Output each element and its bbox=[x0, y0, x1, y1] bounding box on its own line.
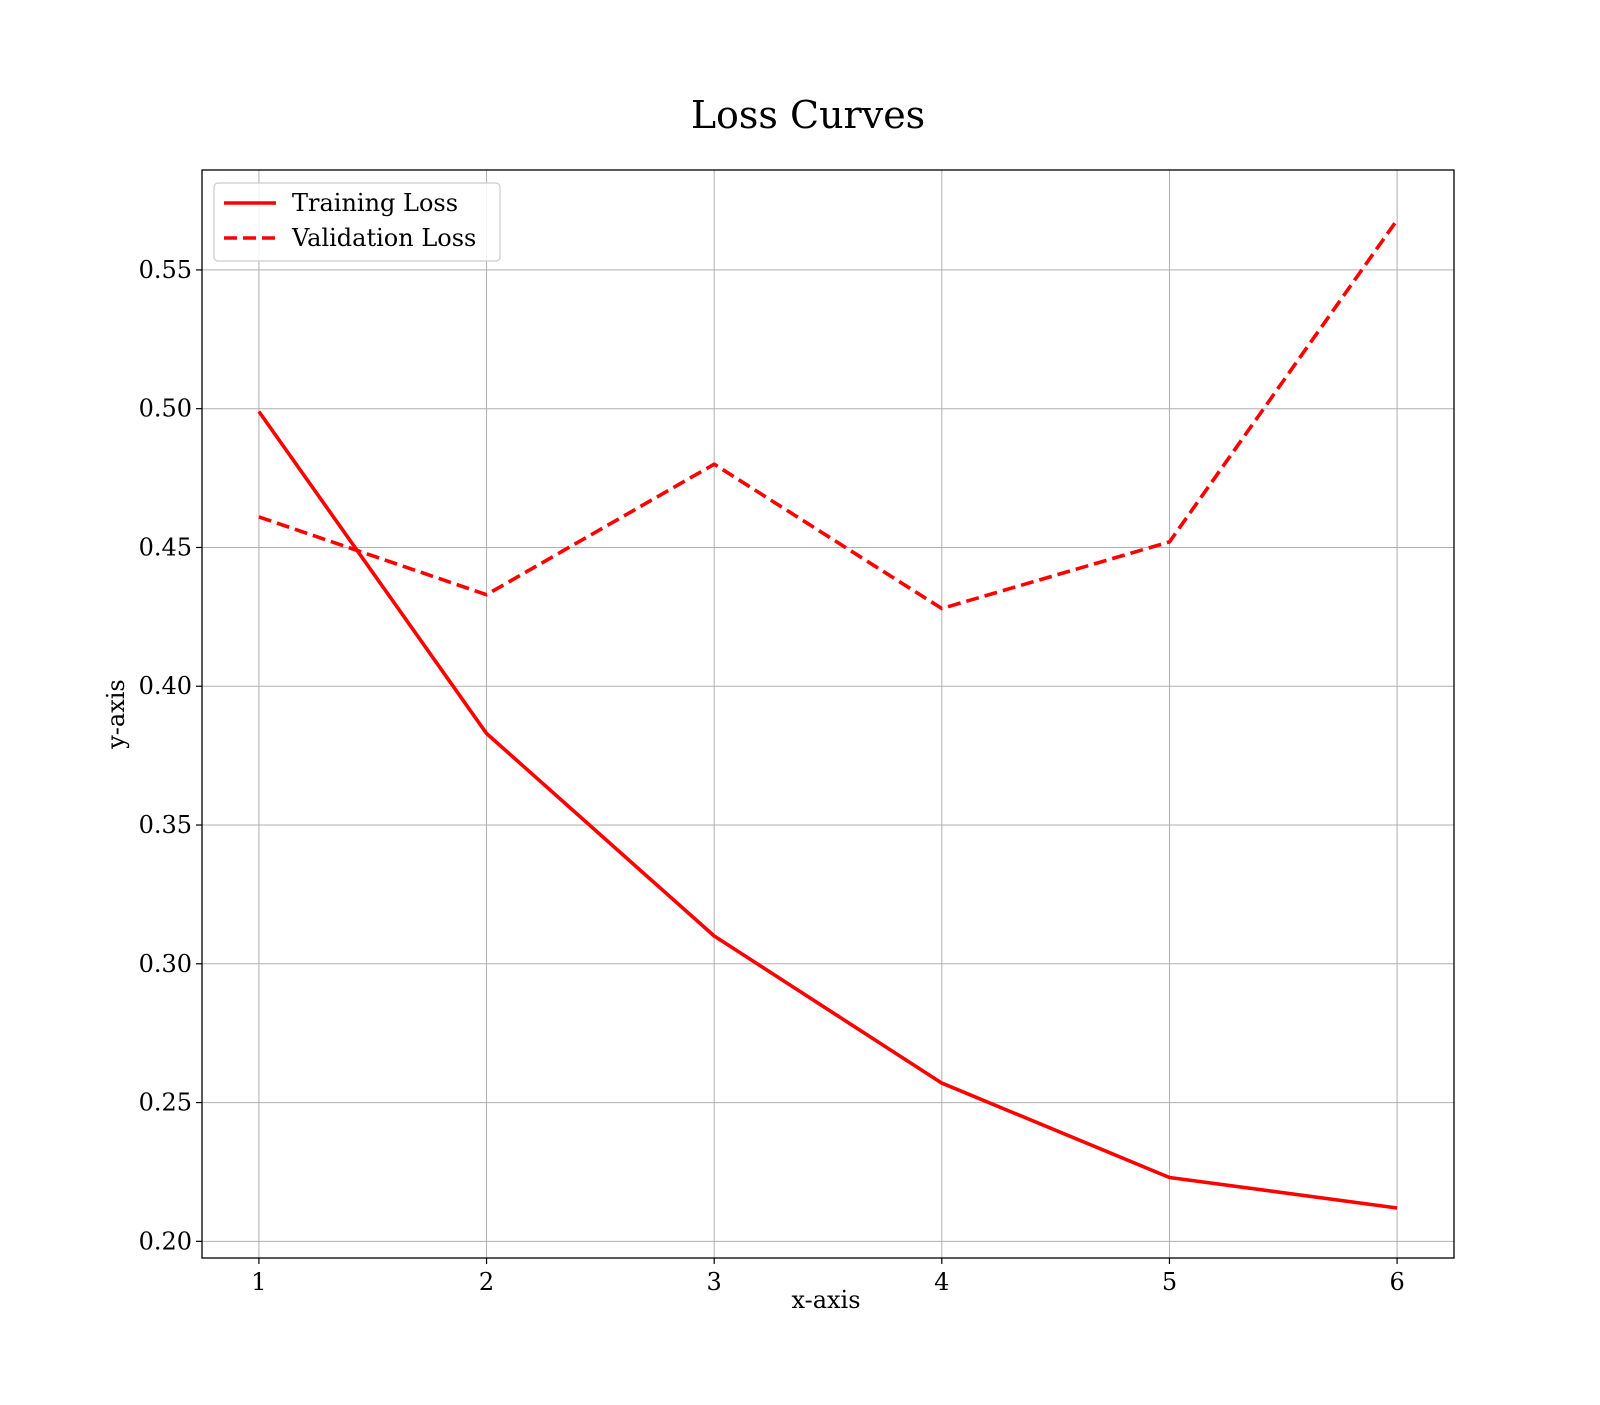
chart-title: Loss Curves bbox=[691, 93, 925, 137]
y-tick-label: 0.45 bbox=[139, 533, 192, 561]
y-tick-label: 0.55 bbox=[139, 256, 192, 284]
x-axis-label: x-axis bbox=[791, 1286, 860, 1314]
y-tick-label: 0.25 bbox=[139, 1089, 192, 1117]
x-tick-label: 5 bbox=[1162, 1268, 1177, 1296]
legend-label: Training Loss bbox=[292, 189, 458, 217]
series-lines bbox=[257, 218, 1399, 1210]
validation-loss-line bbox=[258, 218, 1399, 611]
legend-box bbox=[213, 182, 501, 262]
x-tick-label: 4 bbox=[934, 1268, 949, 1296]
y-tick-label: 0.40 bbox=[139, 672, 192, 700]
y-tick-label: 0.30 bbox=[139, 950, 192, 978]
x-tick-label: 1 bbox=[251, 1268, 266, 1296]
ticks: 1 2 3 4 5 6 0.20 0.25 0.30 0.35 0.40 0.45 0.50 0.55 bbox=[139, 256, 1405, 1296]
y-tick-label: 0.50 bbox=[139, 395, 192, 423]
x-tick-label: 6 bbox=[1389, 1268, 1404, 1296]
y-tick-label: 0.35 bbox=[139, 811, 192, 839]
y-axis-label: y-axis bbox=[102, 679, 130, 750]
plot-frame bbox=[201, 169, 1455, 1259]
training-loss-line bbox=[257, 410, 1398, 1210]
grid bbox=[202, 170, 1454, 1258]
x-tick-label: 2 bbox=[479, 1268, 494, 1296]
x-tick-label: 3 bbox=[707, 1268, 722, 1296]
legend: Training Loss Validation Loss bbox=[213, 182, 501, 262]
y-tick-label: 0.20 bbox=[139, 1227, 192, 1255]
legend-label: Validation Loss bbox=[291, 224, 476, 252]
